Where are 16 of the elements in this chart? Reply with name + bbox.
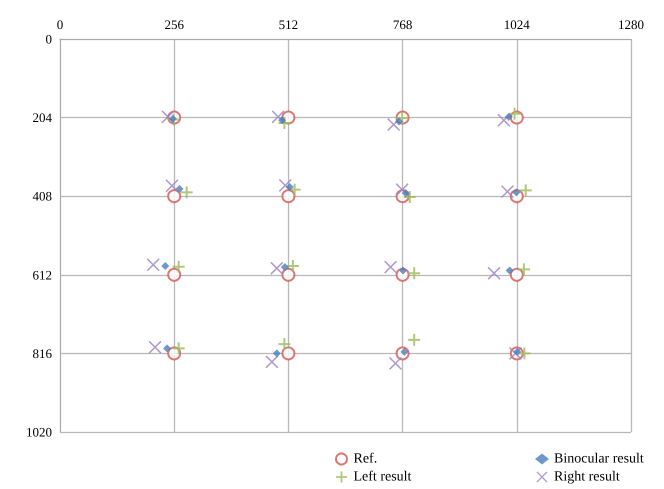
y-tick-label: 0 <box>46 32 52 46</box>
legend-label: Ref. <box>354 452 378 466</box>
x-tick-label: 0 <box>56 17 64 32</box>
x-tick-label: 256 <box>164 17 184 32</box>
x-tick-label: 512 <box>278 17 298 32</box>
legend-label: Right result <box>554 470 620 484</box>
y-tick-label: 204 <box>32 110 52 126</box>
x-tick-label: 768 <box>392 17 412 32</box>
legend-label: Binocular result <box>554 452 644 466</box>
y-tick-label: 816 <box>32 346 52 361</box>
x-tick-label: 1024 <box>504 17 530 32</box>
y-tick-label: 1020 <box>26 424 52 440</box>
legend-label: Left result <box>354 470 412 484</box>
y-tick-label: 612 <box>32 267 52 282</box>
x-tick-label: 1280 <box>618 17 644 32</box>
y-tick-label: 408 <box>32 188 52 204</box>
